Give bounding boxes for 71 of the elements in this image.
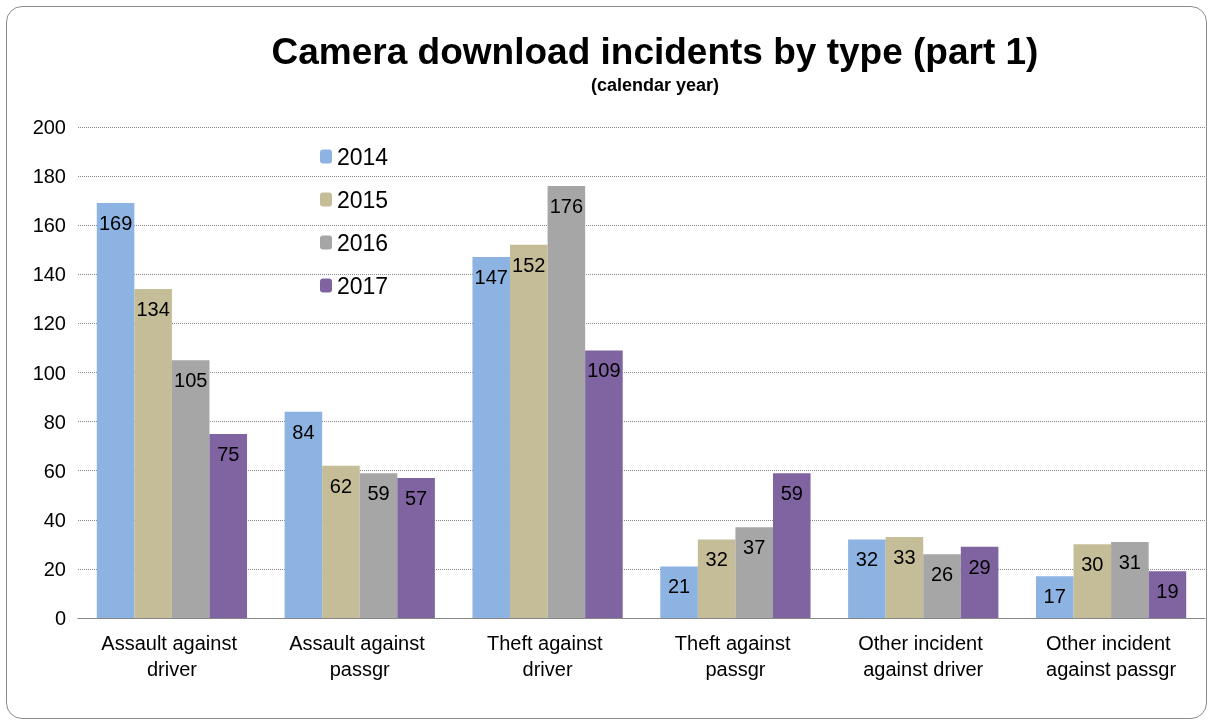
data-label: 147 bbox=[474, 266, 508, 289]
bar bbox=[284, 411, 323, 618]
x-tick-label: Theft against passgr bbox=[674, 632, 797, 680]
bar bbox=[1073, 544, 1112, 618]
bar bbox=[472, 257, 511, 618]
data-label: 29 bbox=[968, 555, 991, 578]
data-label: 84 bbox=[292, 420, 315, 443]
bar bbox=[397, 478, 435, 618]
bar bbox=[772, 473, 811, 618]
x-tick-label: Theft against driver bbox=[486, 632, 609, 680]
y-tick-label: 0 bbox=[54, 607, 66, 629]
bar bbox=[1035, 576, 1074, 618]
y-tick-label: 160 bbox=[32, 214, 66, 237]
data-label: 37 bbox=[743, 536, 766, 559]
data-label: 33 bbox=[893, 545, 916, 568]
x-tick-label: Assault against driver bbox=[101, 632, 243, 680]
chart-title: Camera download incidents by type (part 1) bbox=[271, 31, 1039, 72]
y-tick-label: 180 bbox=[32, 165, 66, 188]
data-label: 134 bbox=[136, 298, 170, 321]
bar bbox=[1111, 541, 1149, 618]
bar bbox=[1148, 571, 1187, 618]
data-label: 21 bbox=[667, 575, 691, 598]
legend-label: 2015 bbox=[337, 186, 389, 213]
data-label: 75 bbox=[217, 442, 240, 465]
bar bbox=[848, 539, 886, 618]
y-tick-label: 80 bbox=[43, 410, 66, 433]
bar bbox=[697, 539, 736, 618]
bar bbox=[960, 546, 999, 618]
data-label: 31 bbox=[1118, 550, 1141, 573]
y-tick-label: 40 bbox=[43, 508, 66, 531]
y-tick-label: 20 bbox=[43, 557, 66, 580]
data-label: 26 bbox=[930, 563, 954, 586]
bar bbox=[585, 350, 623, 618]
data-label: 62 bbox=[329, 474, 353, 497]
bar bbox=[735, 527, 773, 618]
bar bbox=[322, 465, 360, 618]
data-label: 105 bbox=[174, 369, 208, 392]
bar bbox=[359, 473, 398, 618]
data-label: 30 bbox=[1081, 553, 1104, 576]
data-label: 176 bbox=[549, 194, 584, 217]
y-tick-label: 200 bbox=[32, 116, 66, 138]
y-tick-label: 60 bbox=[43, 459, 66, 482]
x-tick-label: Other incident against passgr bbox=[1046, 632, 1177, 680]
bar bbox=[96, 203, 135, 618]
x-tick-label: Other incident against driver bbox=[858, 632, 989, 680]
legend-label: 2017 bbox=[337, 272, 389, 299]
data-label: 59 bbox=[780, 482, 803, 505]
data-label: 152 bbox=[512, 253, 546, 276]
bar bbox=[134, 289, 172, 618]
y-tick-label: 100 bbox=[32, 361, 66, 384]
bar bbox=[209, 433, 248, 618]
y-tick-label: 120 bbox=[32, 312, 66, 335]
bar bbox=[923, 554, 961, 618]
data-label: 32 bbox=[855, 548, 879, 571]
bar bbox=[171, 360, 210, 618]
data-label: 17 bbox=[1043, 585, 1066, 608]
bar bbox=[510, 244, 548, 618]
chart-subtitle: (calendar year) bbox=[590, 75, 720, 95]
bar bbox=[885, 536, 924, 618]
legend-label: 2016 bbox=[337, 229, 389, 256]
data-label: 32 bbox=[705, 548, 728, 571]
legend-label: 2014 bbox=[337, 143, 389, 170]
bar bbox=[547, 185, 586, 618]
data-label: 59 bbox=[367, 482, 390, 505]
data-label: 19 bbox=[1156, 580, 1179, 603]
data-label: 169 bbox=[98, 212, 133, 235]
data-label: 109 bbox=[587, 359, 621, 382]
bar bbox=[660, 566, 698, 618]
y-tick-label: 140 bbox=[32, 263, 66, 286]
data-label: 57 bbox=[404, 487, 428, 510]
x-tick-label: Assault against passgr bbox=[289, 632, 431, 680]
